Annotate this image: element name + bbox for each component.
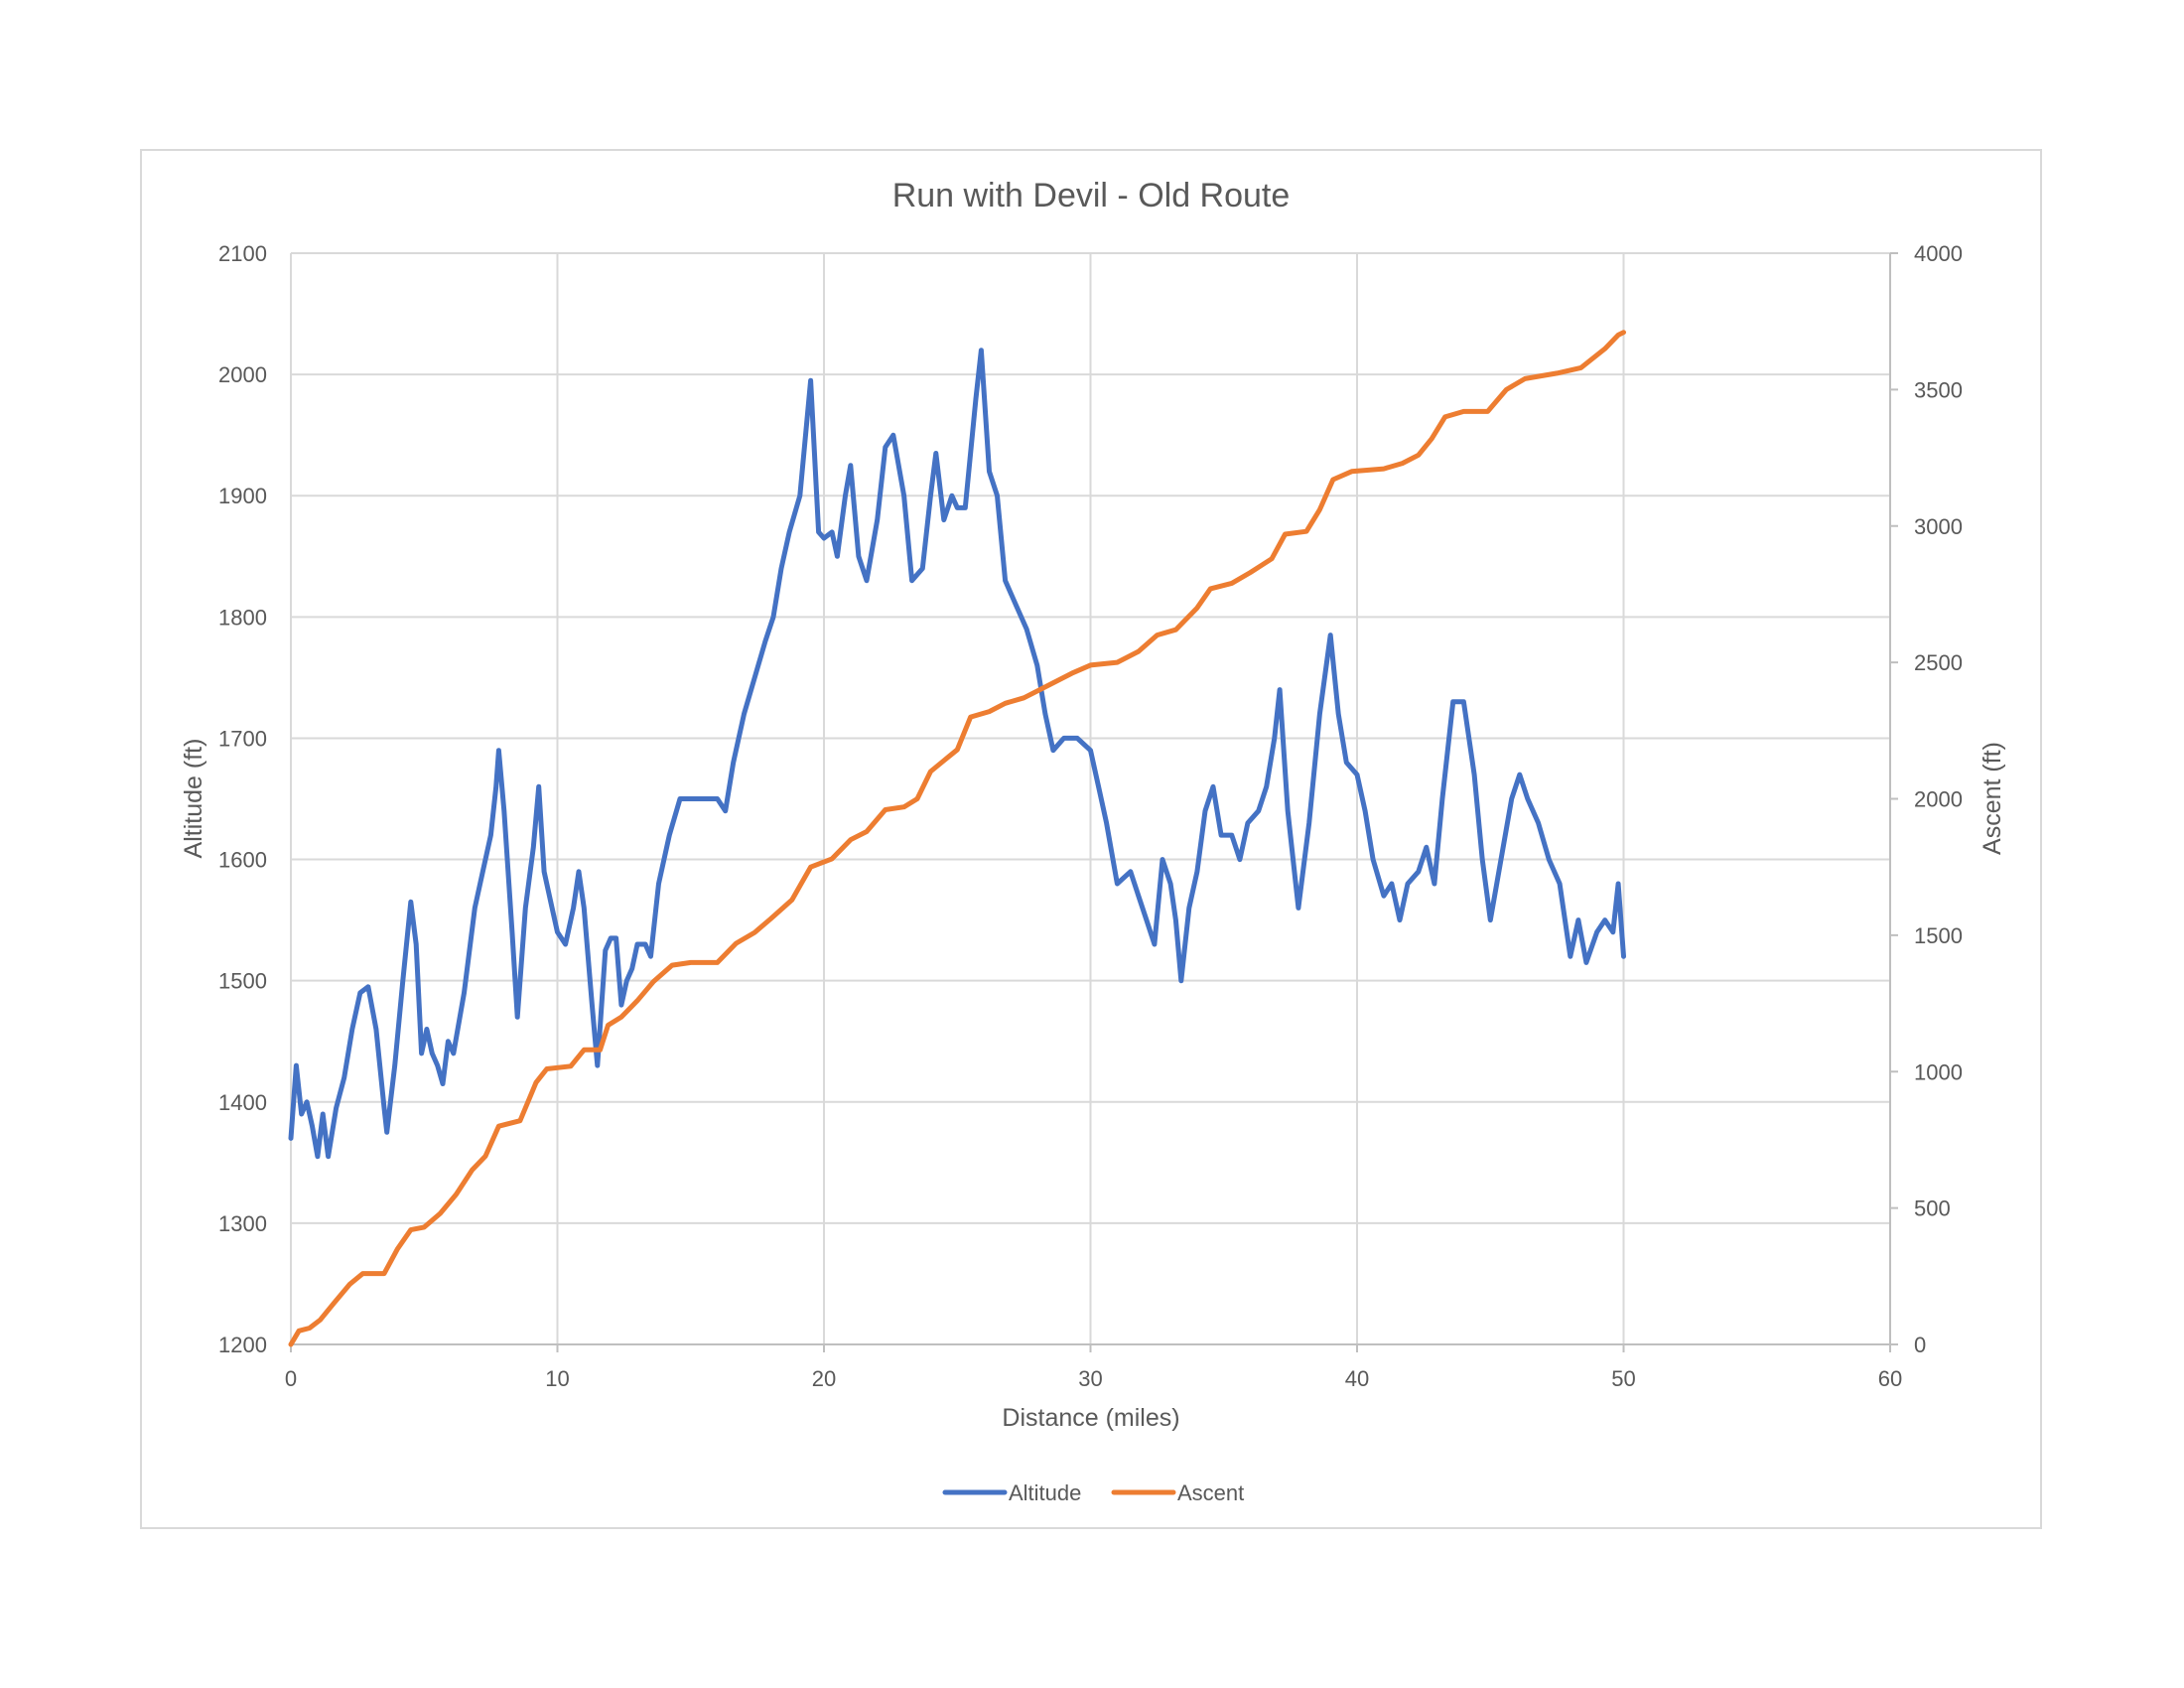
legend-label-ascent: Ascent	[1177, 1480, 1244, 1505]
y2-tick-label: 3500	[1914, 377, 1963, 402]
y-tick-label: 1300	[218, 1211, 267, 1236]
y2-tick-label: 1000	[1914, 1059, 1963, 1084]
y2-tick-label: 2500	[1914, 650, 1963, 675]
y-tick-label: 1900	[218, 484, 267, 508]
y2-tick-label: 0	[1914, 1333, 1926, 1357]
x-tick-label: 20	[812, 1366, 836, 1391]
series-lines	[288, 330, 1626, 1347]
x-tick-label: 10	[545, 1366, 569, 1391]
y2-tick-label: 4000	[1914, 241, 1963, 266]
y-tick-label: 2000	[218, 362, 267, 387]
y-tick-label: 1500	[218, 969, 267, 994]
x-tick-label: 50	[1611, 1366, 1635, 1391]
series-line-ascent	[288, 330, 1626, 1347]
series-line-altitude	[288, 348, 1626, 1160]
legend-label-altitude: Altitude	[1009, 1480, 1081, 1505]
x-tick-label: 30	[1078, 1366, 1102, 1391]
x-tick-label: 60	[1878, 1366, 1902, 1391]
y-axis-title: Altitude (ft)	[180, 739, 207, 859]
y-tick-label: 1700	[218, 726, 267, 751]
y2-tick-label: 3000	[1914, 514, 1963, 539]
axes	[290, 252, 1898, 1352]
y-tick-label: 2100	[218, 241, 267, 266]
tick-labels: 1200130014001500160017001800190020002100…	[218, 241, 1963, 1391]
legend: Altitude Ascent	[942, 1480, 1244, 1505]
y-tick-label: 1600	[218, 848, 267, 873]
y2-tick-label: 2000	[1914, 787, 1963, 812]
y-tick-label: 1800	[218, 605, 267, 630]
y2-tick-label: 500	[1914, 1196, 1951, 1221]
y-tick-label: 1200	[218, 1333, 267, 1357]
x-tick-label: 40	[1345, 1366, 1369, 1391]
chart-title: Run with Devil - Old Route	[892, 177, 1291, 214]
y2-axis-title: Ascent (ft)	[1979, 742, 2006, 855]
y2-tick-label: 1500	[1914, 923, 1963, 948]
x-axis-title: Distance (miles)	[1002, 1404, 1179, 1432]
x-tick-label: 0	[285, 1366, 297, 1391]
y-tick-label: 1400	[218, 1090, 267, 1115]
